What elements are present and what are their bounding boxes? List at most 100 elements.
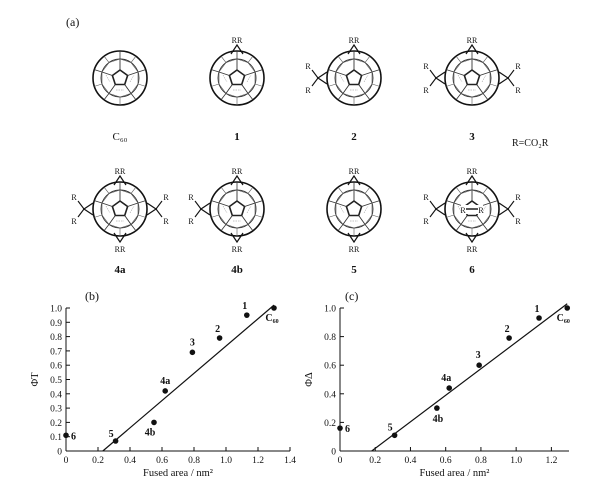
y-tick-label: 0.1 (50, 433, 62, 443)
data-point (337, 425, 343, 431)
adduct-r-label: R (423, 193, 429, 202)
top-adduct-label: RR (467, 36, 478, 45)
data-point-label: 1 (242, 301, 247, 312)
data-point-label: 4b (145, 427, 156, 438)
x-tick-label: 0.4 (405, 456, 417, 466)
fullerene-cage-icon (326, 50, 382, 106)
x-axis-title: Fused area / nm² (143, 468, 213, 479)
chart-c: (c) 0 0.2 0.4 0.6 0.8 1.0 1.2 0 0.2 0.4 0.6 0.8 1.0 F… (304, 289, 571, 479)
data-point-label: 5 (109, 429, 114, 440)
inner-r-label: R (460, 206, 466, 215)
left-adduct: RR (423, 193, 446, 226)
left-adduct: RR (423, 62, 446, 95)
top-adduct-label: RR (232, 167, 243, 176)
top-adduct: RR (113, 167, 127, 186)
adduct-r-label: R (305, 86, 311, 95)
right-adduct: RR (498, 62, 521, 95)
molecule-caption: 1 (234, 131, 240, 143)
fit-line (371, 303, 568, 452)
molecule-m5: RR RR 5 (326, 167, 382, 276)
data-point (506, 335, 512, 341)
adduct-r-label: R (423, 62, 429, 71)
y-tick-label: 0.3 (50, 405, 62, 415)
top-adduct: RR (465, 167, 479, 186)
y-tick-label: 0.2 (324, 419, 336, 429)
x-tick-label: 0 (64, 456, 69, 466)
y-tick-label: 1.0 (324, 305, 336, 315)
data-point (446, 385, 453, 391)
y-tick-label: 0.6 (324, 362, 336, 372)
chart-b: (b) 0 0.2 0.4 0.6 0.8 1.0 1.2 1.4 0 0.1 0.2 0.3 0.4 0… (30, 289, 296, 479)
adduct-r-label: R (515, 62, 521, 71)
top-adduct: RR (347, 36, 361, 55)
x-axis-title: Fused area / nm² (420, 468, 490, 479)
molecule-c60: C₆₀ (92, 50, 148, 143)
fullerene-cage-icon (209, 50, 265, 106)
data-point (536, 315, 542, 321)
top-adduct-label: RR (232, 36, 243, 45)
y-tick-label: 0.8 (50, 333, 62, 343)
data-point (216, 335, 223, 341)
data-point-label: 4a (441, 373, 451, 384)
bottom-adduct: RR (230, 232, 244, 254)
x-tick-label: 0.4 (124, 456, 136, 466)
data-point (271, 305, 277, 311)
data-point (391, 432, 398, 439)
top-adduct-label: RR (115, 167, 126, 176)
y-tick-label: 0.8 (324, 333, 336, 343)
y-axis-title: ΦΔ (304, 372, 315, 387)
molecule-m1: RR 1 (209, 36, 265, 143)
top-adduct: RR (347, 167, 361, 186)
adduct-r-label: R (515, 217, 521, 226)
x-tick-label: 0.8 (475, 456, 487, 466)
bottom-adduct: RR (465, 232, 479, 254)
r-definition-legend: R=CO₂R (512, 138, 549, 149)
adduct-r-label: R (188, 193, 194, 202)
left-adduct: RR (71, 193, 94, 226)
y-tick-label: 0 (331, 448, 336, 458)
left-adduct: RR (305, 62, 328, 95)
adduct-r-label: R (163, 217, 169, 226)
inner-r-label: R (478, 206, 484, 215)
data-point (151, 419, 157, 426)
fit-line (102, 304, 275, 452)
bottom-adduct: RR (347, 232, 361, 254)
molecule-caption: 4b (231, 264, 243, 276)
y-tick-label: 0.4 (50, 390, 62, 400)
data-point-label: C₆₀ (265, 313, 278, 324)
right-adduct: RR (498, 193, 521, 226)
y-tick-label: 1.0 (50, 305, 62, 315)
y-tick-label: 0.4 (324, 390, 336, 400)
data-point (476, 362, 482, 369)
x-tick-label: 1.2 (545, 456, 557, 466)
molecule-caption: 5 (351, 264, 357, 276)
data-point (63, 432, 69, 439)
molecule-caption: 6 (469, 264, 475, 276)
bottom-adduct-label: RR (349, 245, 360, 254)
data-point-label: 2 (215, 324, 220, 335)
bottom-adduct-label: RR (467, 245, 478, 254)
adduct-r-label: R (71, 193, 77, 202)
adduct-r-label: R (305, 62, 311, 71)
x-tick-label: 1.4 (284, 456, 296, 466)
y-tick-label: 0 (57, 448, 62, 458)
adduct-r-label: R (71, 217, 77, 226)
adduct-r-label: R (423, 217, 429, 226)
y-tick-label: 0.6 (50, 362, 62, 372)
data-point (162, 388, 168, 394)
right-adduct: RR (146, 193, 169, 226)
top-adduct-label: RR (349, 36, 360, 45)
data-point-label: 5 (388, 422, 393, 433)
fullerene-cage-icon (92, 50, 148, 106)
data-point (244, 312, 250, 318)
x-tick-label: 0.2 (369, 456, 381, 466)
bottom-adduct-label: RR (232, 245, 243, 254)
data-point-label: 4b (433, 414, 444, 425)
x-tick-label: 0.8 (188, 456, 200, 466)
